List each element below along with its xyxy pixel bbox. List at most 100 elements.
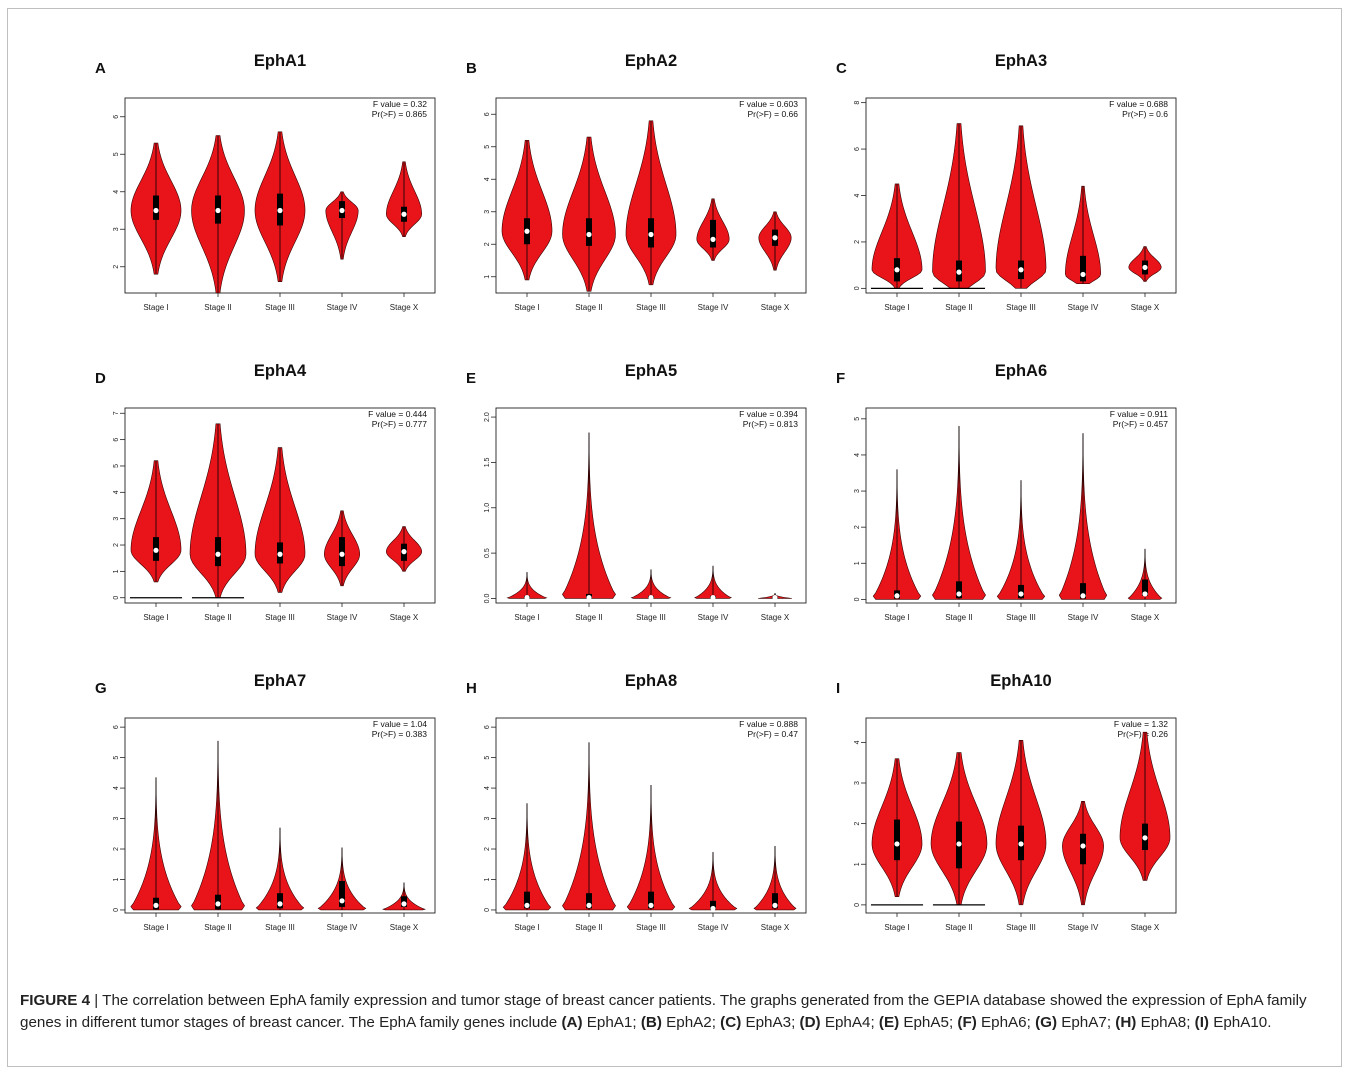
y-tick-label: 1 bbox=[113, 877, 120, 881]
x-tick-label: Stage III bbox=[265, 613, 295, 622]
violin-median-dot bbox=[153, 902, 159, 908]
violin-median-dot bbox=[772, 594, 778, 601]
violin-median-dot bbox=[1080, 271, 1086, 278]
y-tick-label: 2 bbox=[113, 265, 120, 269]
x-tick-label: Stage II bbox=[945, 613, 973, 622]
violin-median-dot bbox=[772, 902, 778, 908]
panel-title: EphA3 bbox=[995, 52, 1047, 70]
violin-median-dot bbox=[1018, 841, 1024, 847]
y-tick-label: 5 bbox=[113, 756, 120, 760]
panel-letter: E bbox=[466, 370, 476, 387]
y-tick-label: 8 bbox=[854, 101, 861, 105]
violin-median-dot bbox=[1018, 267, 1024, 273]
y-tick-label: 4 bbox=[484, 786, 491, 790]
violin-iqr-box bbox=[153, 195, 159, 220]
y-tick-label: 0 bbox=[854, 597, 861, 601]
f-value-label: F value = 0.394 bbox=[739, 409, 798, 419]
caption-items: (A) EphA1; (B) EphA2; (C) EphA3; (D) Eph… bbox=[561, 1014, 1271, 1031]
figure-caption: FIGURE 4 | The correlation between EphA … bbox=[20, 990, 1320, 1034]
x-tick-label: Stage I bbox=[884, 923, 909, 932]
y-tick-label: 2 bbox=[113, 543, 120, 547]
y-tick-label: 1 bbox=[854, 862, 861, 866]
caption-item-gene: EphA5; bbox=[899, 1014, 958, 1031]
panel-title: EphA10 bbox=[990, 672, 1051, 690]
violin-iqr-box bbox=[277, 893, 283, 909]
y-tick-label: 5 bbox=[854, 417, 861, 421]
violin-median-dot bbox=[401, 211, 407, 217]
x-tick-label: Stage X bbox=[761, 923, 790, 932]
y-tick-label: 6 bbox=[113, 438, 120, 442]
y-tick-label: 6 bbox=[113, 725, 120, 729]
caption-item-letter: (A) bbox=[561, 1014, 583, 1031]
y-tick-label: 2 bbox=[113, 847, 120, 851]
panel-letter: G bbox=[95, 680, 107, 697]
f-value-label: F value = 0.888 bbox=[739, 719, 798, 729]
caption-item-letter: (H) bbox=[1115, 1014, 1137, 1031]
y-tick-label: 3 bbox=[113, 227, 120, 231]
caption-item-letter: (D) bbox=[799, 1014, 821, 1031]
y-tick-label: 0 bbox=[484, 908, 491, 912]
y-tick-label: 0.5 bbox=[484, 548, 491, 558]
y-tick-label: 6 bbox=[113, 115, 120, 119]
violin-median-dot bbox=[648, 231, 654, 238]
y-tick-label: 3 bbox=[854, 781, 861, 785]
caption-item-gene: EphA2; bbox=[661, 1014, 721, 1031]
violin-median-dot bbox=[956, 591, 962, 597]
y-tick-label: 2 bbox=[484, 242, 491, 246]
y-tick-label: 2 bbox=[484, 847, 491, 851]
x-tick-label: Stage IV bbox=[698, 923, 729, 932]
x-tick-label: Stage X bbox=[761, 303, 790, 312]
x-tick-label: Stage I bbox=[884, 613, 909, 622]
caption-item-letter: (F) bbox=[957, 1014, 977, 1031]
panel-letter: B bbox=[466, 60, 477, 77]
x-tick-label: Stage III bbox=[1006, 923, 1036, 932]
f-value-label: F value = 1.32 bbox=[1114, 719, 1168, 729]
x-tick-label: Stage III bbox=[636, 613, 666, 622]
x-tick-label: Stage I bbox=[514, 303, 539, 312]
x-tick-label: Stage X bbox=[390, 923, 419, 932]
panel-title: EphA5 bbox=[625, 362, 677, 380]
y-tick-label: 2 bbox=[854, 240, 861, 244]
panel-title: EphA2 bbox=[625, 52, 677, 70]
violin-median-dot bbox=[153, 207, 159, 214]
violin-median-dot bbox=[1142, 591, 1148, 597]
p-value-label: Pr(>F) = 0.383 bbox=[372, 729, 428, 739]
violin-iqr-box bbox=[648, 891, 654, 909]
violin-median-dot bbox=[277, 207, 283, 214]
violin-median-dot bbox=[772, 235, 778, 241]
violin-iqr-box bbox=[710, 900, 716, 910]
x-tick-label: Stage X bbox=[761, 613, 790, 622]
violin-median-dot bbox=[215, 901, 221, 907]
f-value-label: F value = 1.04 bbox=[373, 719, 427, 729]
y-tick-label: 5 bbox=[113, 152, 120, 156]
x-tick-label: Stage X bbox=[390, 613, 419, 622]
x-tick-label: Stage I bbox=[143, 303, 168, 312]
x-tick-label: Stage X bbox=[1131, 613, 1160, 622]
panel-letter: C bbox=[836, 60, 847, 77]
x-tick-label: Stage X bbox=[1131, 303, 1160, 312]
y-tick-label: 4 bbox=[113, 190, 120, 194]
panel-letter: F bbox=[836, 370, 845, 387]
caption-text: The correlation between EphA family expr… bbox=[20, 992, 1307, 1031]
x-tick-label: Stage III bbox=[265, 923, 295, 932]
f-value-label: F value = 0.444 bbox=[368, 409, 427, 419]
x-tick-label: Stage IV bbox=[698, 303, 729, 312]
y-tick-label: 0 bbox=[854, 286, 861, 290]
caption-label: FIGURE 4 bbox=[20, 992, 91, 1009]
y-tick-label: 6 bbox=[854, 147, 861, 151]
violin-median-dot bbox=[586, 594, 592, 601]
x-tick-label: Stage IV bbox=[327, 303, 358, 312]
violin-median-dot bbox=[894, 593, 900, 599]
p-value-label: Pr(>F) = 0.66 bbox=[747, 109, 798, 119]
x-tick-label: Stage X bbox=[390, 303, 419, 312]
violin-iqr-box bbox=[524, 891, 530, 909]
violin-median-dot bbox=[894, 841, 900, 847]
caption-item-gene: EphA8; bbox=[1136, 1014, 1195, 1031]
x-tick-label: Stage III bbox=[636, 923, 666, 932]
panel-title: EphA7 bbox=[254, 672, 306, 690]
x-tick-label: Stage IV bbox=[327, 923, 358, 932]
